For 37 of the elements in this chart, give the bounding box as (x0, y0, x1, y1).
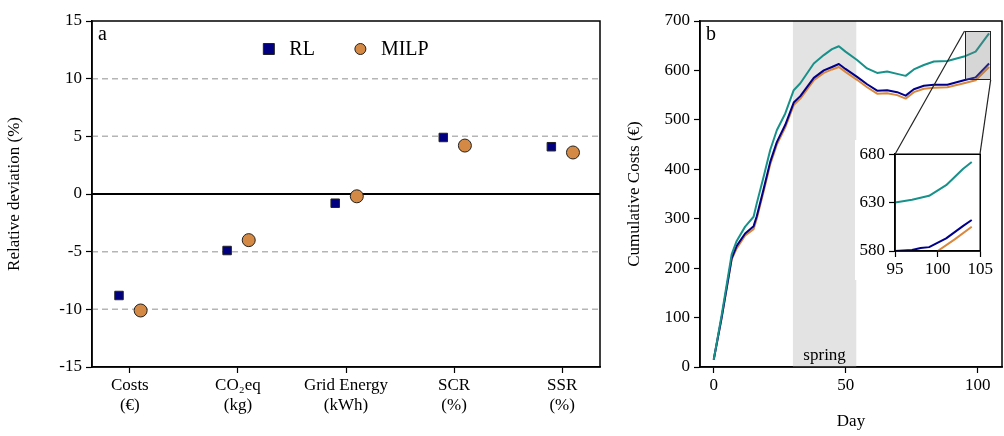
x-tick-label: SCR (%) (438, 374, 471, 415)
legend-label: RL (289, 37, 315, 60)
y-tick-label: 680 (859, 143, 885, 163)
band-label: spring (803, 344, 847, 364)
y-tick-label: -5 (67, 241, 82, 261)
annotation: b (706, 22, 716, 45)
y-tick-label: 0 (73, 183, 82, 203)
x-tick-label: 100 (924, 258, 951, 278)
y-tick-label: 200 (664, 257, 690, 277)
y-tick-label: -10 (59, 298, 82, 318)
x-axis-title: Day (836, 411, 866, 431)
x-tick-label: Grid Energy (kWh) (303, 374, 389, 415)
y-tick-label: 10 (65, 68, 82, 88)
y-axis-title: Cumulative Costs (€) (623, 121, 643, 267)
y-tick-label: 580 (859, 240, 885, 260)
y-tick-label: -15 (59, 356, 82, 376)
y-tick-label: 630 (859, 192, 885, 212)
x-tick-label: 95 (886, 258, 904, 278)
y-tick-label: 100 (664, 307, 690, 327)
y-tick-label: 0 (681, 356, 690, 376)
legend-label: MILP (380, 37, 429, 60)
annotation: a (98, 22, 107, 45)
x-tick-label: 100 (964, 374, 991, 394)
x-tick-label: Costs (€) (110, 374, 149, 415)
x-tick-label: 0 (709, 374, 718, 394)
y-tick-label: 500 (664, 109, 690, 129)
y-tick-label: 300 (664, 208, 690, 228)
y-tick-label: 15 (65, 10, 82, 30)
x-tick-label: 50 (837, 374, 855, 394)
y-axis-title: Relative deviation (%) (3, 117, 23, 271)
x-tick-label: SSR (%) (547, 374, 578, 415)
y-tick-label: 700 (664, 10, 690, 30)
x-tick-label: CO₂eq (kg) (215, 374, 262, 415)
x-tick-label: 105 (967, 258, 993, 278)
y-tick-label: 5 (73, 125, 82, 145)
y-tick-label: 600 (664, 59, 690, 79)
y-tick-label: 400 (664, 158, 690, 178)
